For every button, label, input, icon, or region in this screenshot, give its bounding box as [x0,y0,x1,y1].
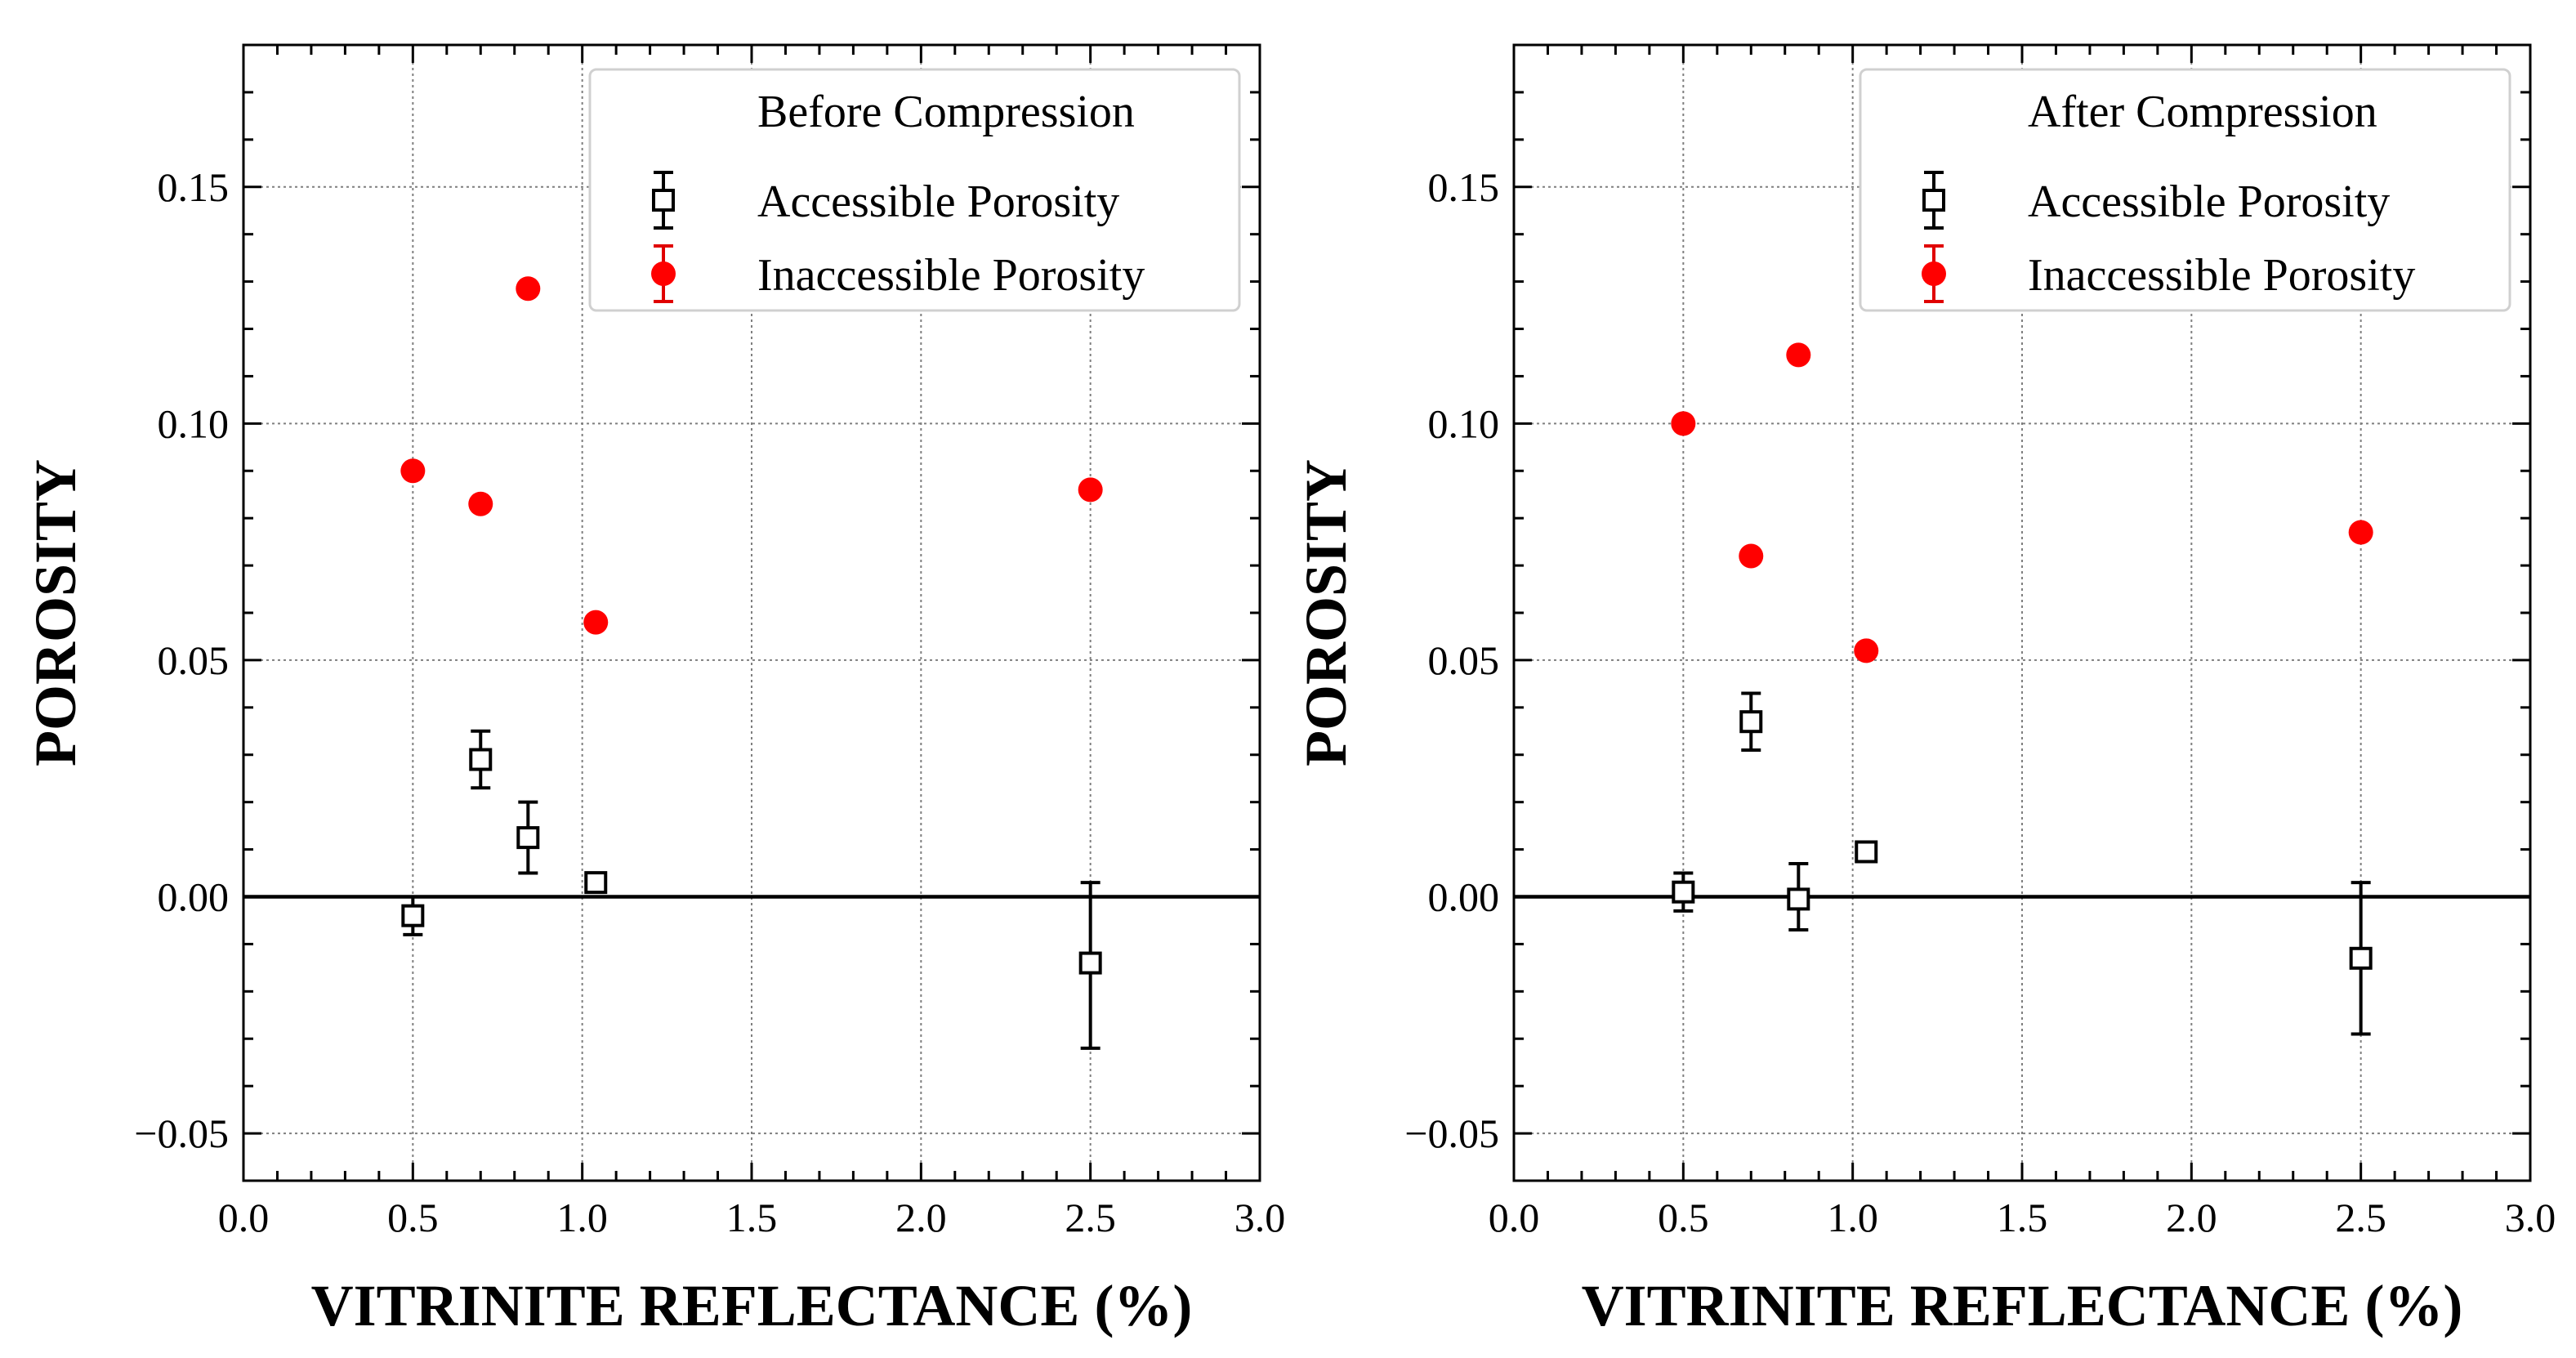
accessible-porosity-point [516,826,540,850]
y-tick-label: −0.05 [134,1110,229,1156]
x-axis-title: VITRINITE REFLECTANCE (%) [311,1273,1193,1338]
inaccessible-porosity-point [1854,638,1879,663]
accessible-porosity-point [1078,951,1102,975]
inaccessible-porosity-point [1078,477,1103,503]
legend-box [588,68,1241,312]
accessible-porosity-point [401,904,425,927]
x-axis-title: VITRINITE REFLECTANCE (%) [1582,1273,2463,1338]
y-tick-label: 0.00 [158,874,230,920]
inaccessible-porosity-point [400,458,426,484]
y-tick-label: −0.05 [1404,1110,1499,1156]
inaccessible-porosity-point [516,276,541,302]
inaccessible-porosity-point [1739,543,1764,569]
legend-accessible-marker [1922,189,1945,212]
x-tick-label: 3.0 [2505,1195,2556,1240]
x-tick-label: 1.5 [726,1195,778,1240]
legend-inaccessible-marker [651,261,676,286]
legend-accessible-label: Accessible Porosity [757,176,1119,227]
x-tick-label: 0.5 [387,1195,439,1240]
accessible-porosity-point [2349,946,2373,970]
legend-title: Before Compression [757,87,1135,137]
inaccessible-porosity-point [2348,520,2373,545]
x-tick-label: 3.0 [1234,1195,1286,1240]
inaccessible-porosity-point [583,610,609,635]
chart-panel-after: 0.0 0.5 1.0 1.5 2.0 2.5 3.0 −0.05 0.00 0.05 0.10 0.… [1293,43,2556,1338]
accessible-porosity-point [1672,880,1695,904]
x-tick-label: 0.5 [1658,1195,1709,1240]
y-axis-title: POROSITY [1293,459,1359,766]
inaccessible-porosity-point [1786,342,1811,368]
legend-box [1859,68,2511,312]
y-tick-label: 0.15 [1428,164,1500,210]
y-tick-label: 0.10 [1428,400,1500,446]
y-tick-label: 0.15 [158,164,230,210]
x-tick-label: 2.0 [895,1195,947,1240]
x-tick-label: 0.0 [218,1195,270,1240]
accessible-porosity-point [1739,710,1763,734]
accessible-porosity-point [1855,840,1878,864]
legend-accessible-label: Accessible Porosity [2028,176,2390,227]
x-tick-label: 2.5 [1065,1195,1116,1240]
legend: Before Compression Accessible Porosity Ina… [588,68,1241,312]
x-tick-label: 0.0 [1489,1195,1540,1240]
legend: After Compression Accessible Porosity Inac… [1859,68,2511,312]
y-tick-label: 0.05 [1428,637,1500,683]
chart-panel-before: 0.0 0.5 1.0 1.5 2.0 2.5 3.0 −0.05 0.00 0.05 0.10 0.… [23,43,1286,1338]
y-tick-label: 0.10 [158,400,230,446]
x-tick-label: 1.0 [1827,1195,1878,1240]
x-tick-label: 2.0 [2166,1195,2217,1240]
y-tick-label: 0.05 [158,637,230,683]
accessible-porosity-point [1787,887,1810,911]
y-axis-title: POROSITY [23,459,88,766]
legend-inaccessible-label: Inaccessible Porosity [757,250,1145,301]
legend-accessible-marker [652,189,675,212]
accessible-porosity-point [584,871,608,895]
accessible-porosity-point [469,748,493,771]
legend-inaccessible-label: Inaccessible Porosity [2028,250,2415,301]
x-tick-label: 1.5 [1997,1195,2048,1240]
inaccessible-porosity-point [468,491,493,516]
x-tick-label: 1.0 [556,1195,608,1240]
legend-inaccessible-marker [1922,261,1946,286]
y-tick-label: 0.00 [1428,874,1500,920]
x-tick-label: 2.5 [2335,1195,2386,1240]
inaccessible-porosity-point [1671,411,1696,436]
legend-title: After Compression [2028,87,2377,137]
